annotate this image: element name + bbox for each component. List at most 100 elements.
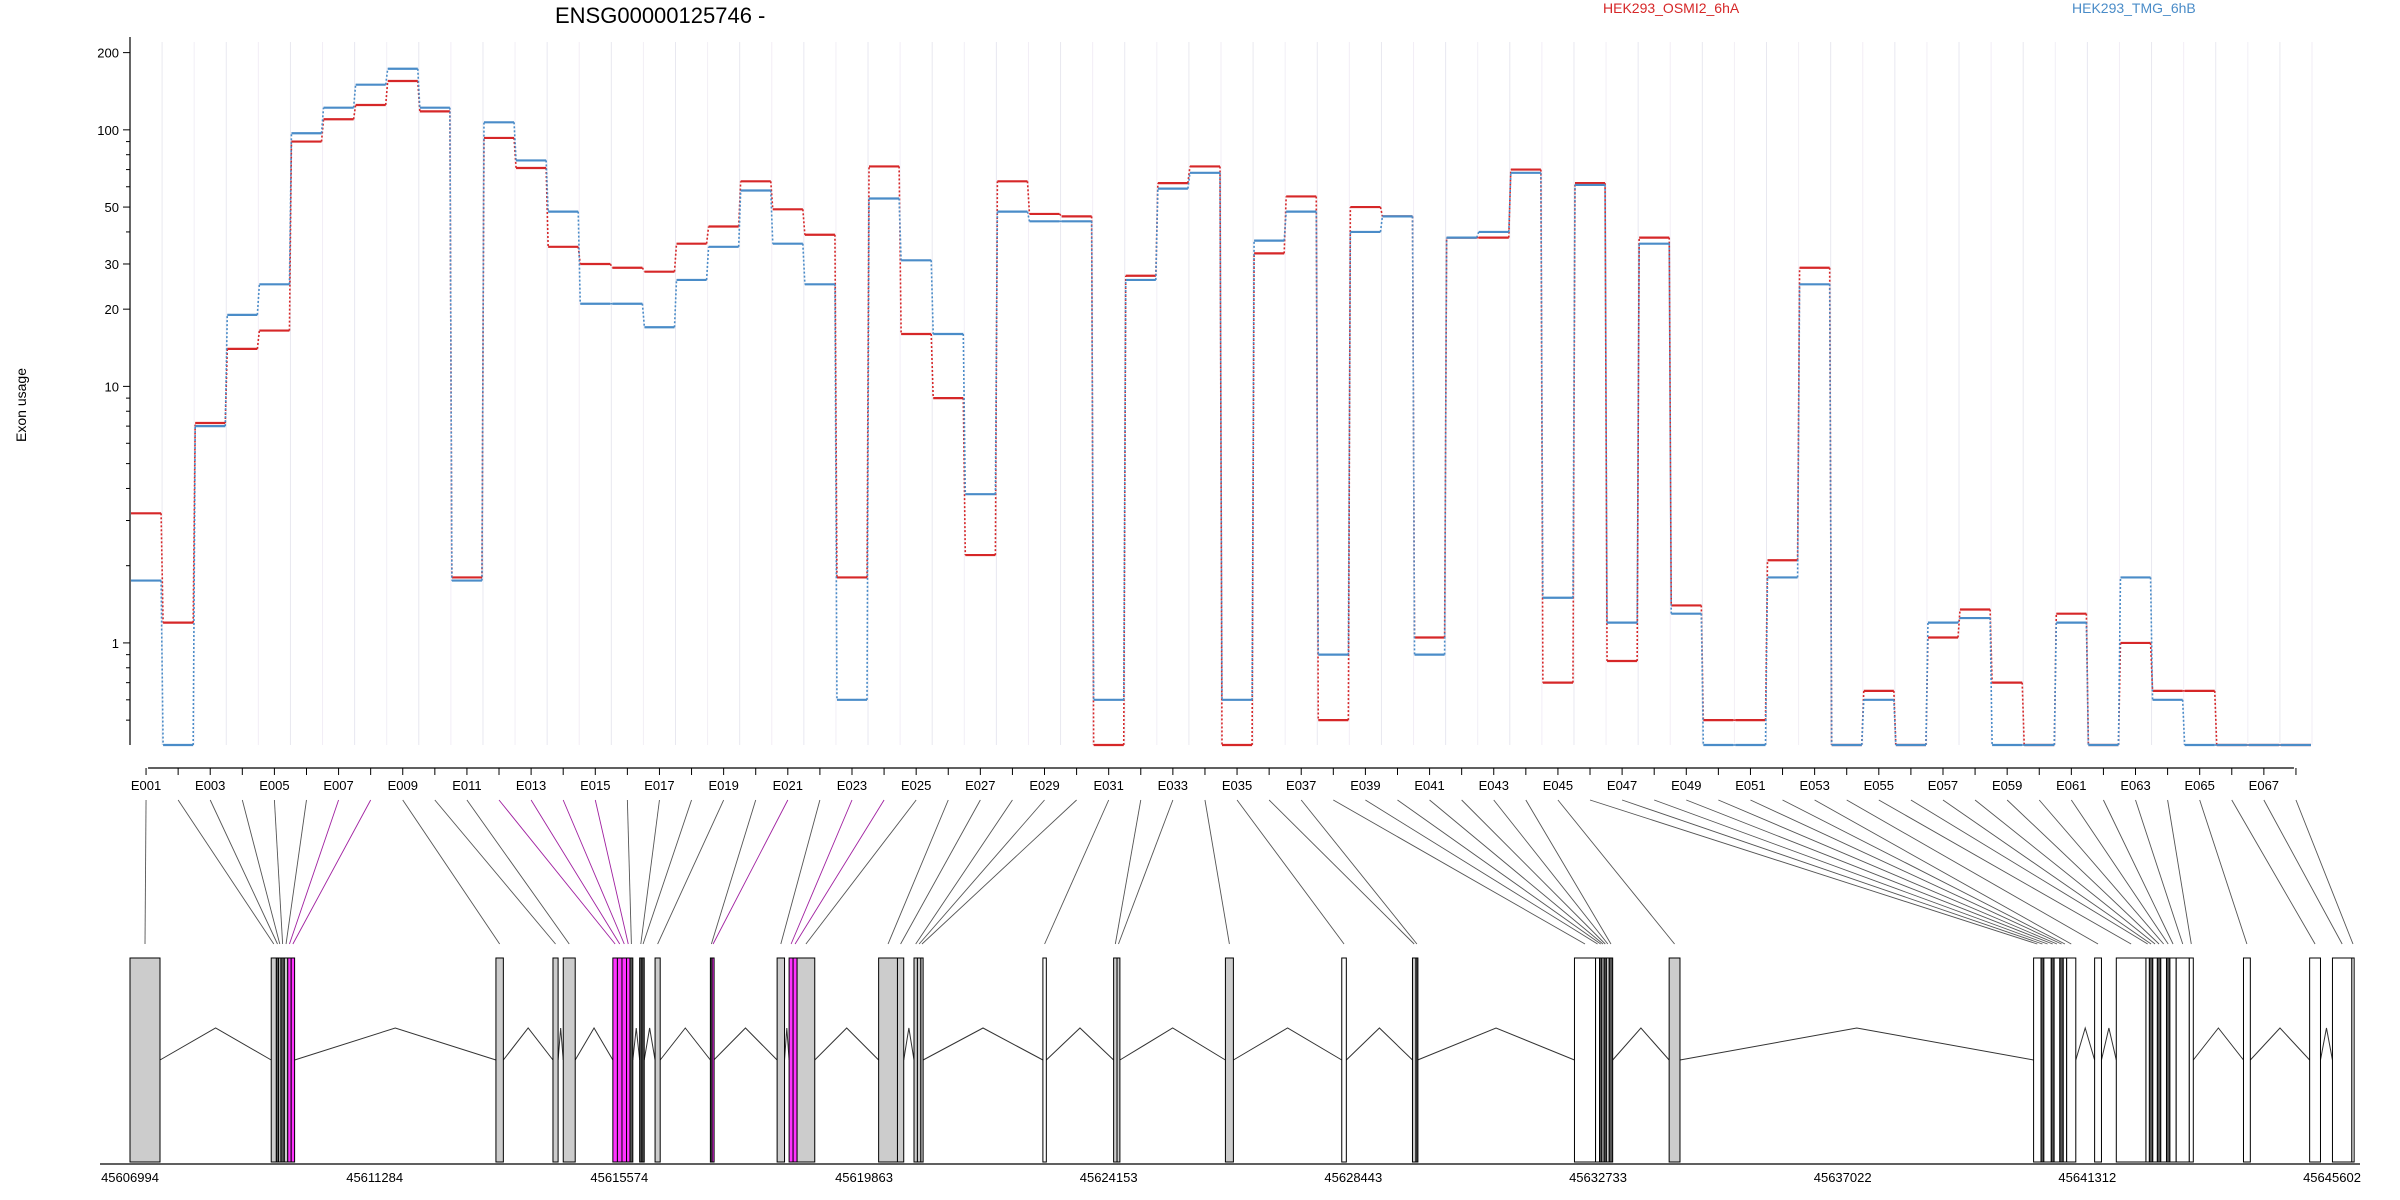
intron-line: [643, 1027, 656, 1061]
exon-box: [2152, 957, 2158, 1163]
series-connector: [705, 246, 710, 280]
series-connector: [673, 243, 678, 272]
exon-box: [2169, 957, 2177, 1163]
exon-mapping-line: [1750, 799, 2062, 945]
series-connector: [256, 330, 261, 349]
genomic-coordinate-label: 45615574: [590, 1170, 648, 1185]
series-connector: [866, 166, 870, 578]
exon-mapping-line: [1236, 799, 1345, 945]
series-connector: [2149, 577, 2154, 700]
series-connector: [737, 190, 742, 247]
intron-line: [1612, 1027, 1670, 1061]
genomic-coordinate-label: 45606994: [101, 1170, 159, 1185]
series-connector: [1347, 207, 1352, 721]
exon-box: [552, 957, 559, 1163]
intron-line: [2192, 1027, 2244, 1061]
exon-box: [1668, 957, 1681, 1163]
series-connector: [1828, 284, 1833, 746]
series-connector: [802, 209, 806, 235]
series-connector: [1507, 169, 1512, 238]
exon-mapping-line: [1268, 799, 1415, 945]
exon-mapping-line: [1974, 799, 2156, 945]
exon-box: [2145, 957, 2150, 1163]
exon-box: [283, 957, 289, 1163]
x-tick-label: E027: [965, 778, 995, 793]
series-connector: [1475, 231, 1480, 238]
series-connector: [1379, 206, 1384, 217]
exon-mapping-line: [1814, 799, 2072, 945]
series-connector: [577, 211, 582, 304]
exon-box: [629, 957, 634, 1163]
exon-mapping-line: [780, 799, 821, 945]
exon-mapping-line: [466, 799, 570, 945]
exon-mapping-line: [434, 799, 556, 945]
series-connector: [2085, 622, 2090, 746]
exon-box: [1573, 957, 1597, 1163]
exon-mapping-line: [241, 799, 281, 945]
exon-box: [1116, 957, 1121, 1163]
exon-box: [878, 957, 898, 1163]
series-connector: [737, 181, 742, 227]
exon-mapping-line: [2103, 799, 2174, 945]
series-connector: [802, 243, 806, 285]
exon-mapping-line: [915, 799, 1013, 945]
intron-line: [2075, 1026, 2096, 1061]
exon-mapping-line: [1525, 799, 1612, 945]
exon-box: [776, 957, 786, 1163]
exon-box: [2148, 957, 2154, 1163]
intron-line: [1045, 1027, 1114, 1061]
exon-mapping-line: [1429, 799, 1604, 945]
exon-mapping-line: [1557, 799, 1675, 945]
exon-mapping-line: [1204, 799, 1230, 945]
exon-mapping-line: [530, 799, 621, 945]
exon-mapping-line: [2199, 799, 2248, 945]
x-tick-label: E049: [1671, 778, 1701, 793]
x-tick-label: E059: [1992, 778, 2022, 793]
intron-line: [1345, 1027, 1413, 1061]
exon-box: [2242, 957, 2251, 1163]
series-connector: [1347, 231, 1352, 655]
exon-box: [2115, 957, 2147, 1163]
exon-mapping-line: [402, 799, 501, 945]
exon-box: [2066, 957, 2077, 1163]
exon-box: [1608, 957, 1614, 1163]
genomic-coordinate-label: 45619863: [835, 1170, 893, 1185]
axes: 1 10 20 30 50 100 200 E001 E003 E005 E007 E009 E011 E…: [97, 37, 2297, 793]
series-lines: [131, 67, 2311, 747]
chart-title: ENSG00000125746 -: [555, 3, 765, 28]
series-connector: [1122, 279, 1127, 700]
exon-box: [2156, 957, 2162, 1163]
x-tick-label: E019: [708, 778, 738, 793]
series-connector: [577, 246, 582, 265]
exon-mapping-line: [710, 799, 757, 945]
exon-mapping-line: [640, 799, 660, 945]
x-tick-label: E057: [1928, 778, 1958, 793]
exon-mapping-line: [1333, 799, 1586, 945]
series-connector: [1026, 211, 1031, 222]
x-tick-label: E023: [837, 778, 867, 793]
x-tick-label: E067: [2249, 778, 2279, 793]
exon-mapping-line: [562, 799, 625, 945]
exon-box: [270, 957, 277, 1163]
exon-mapping-line: [1878, 799, 2132, 945]
x-tick-label: E011: [452, 778, 481, 793]
series-connector: [256, 284, 261, 315]
x-tick-label: E005: [259, 778, 289, 793]
series-connector: [1700, 613, 1705, 746]
exon-mapping-line: [1782, 799, 2066, 945]
x-tick-label: E029: [1029, 778, 1059, 793]
series-connector: [545, 160, 549, 212]
exon-mapping-line: [790, 799, 853, 945]
series-connector: [1443, 237, 1448, 638]
x-tick-label: E021: [773, 778, 803, 793]
x-tick-label: E037: [1286, 778, 1316, 793]
series-connector: [1026, 181, 1031, 215]
y-axis-label: Exon usage: [13, 368, 29, 442]
y-tick-label: 20: [105, 302, 119, 317]
legend-entry-osmi2: HEK293_OSMI2_6hA: [1603, 0, 1740, 16]
exon-mapping-line: [900, 799, 981, 945]
x-tick-label: E001: [131, 778, 161, 793]
series-connector: [288, 133, 293, 285]
exon-mapping-line: [1300, 799, 1418, 945]
intron-line: [502, 1027, 554, 1061]
